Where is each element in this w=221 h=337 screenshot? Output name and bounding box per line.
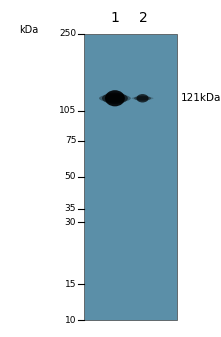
Bar	[84, 34, 177, 320]
Text: 105: 105	[59, 106, 76, 115]
Text: 250: 250	[59, 29, 76, 38]
Text: 35: 35	[65, 204, 76, 213]
Text: 30: 30	[65, 218, 76, 227]
Ellipse shape	[105, 90, 125, 106]
Text: 121kDa: 121kDa	[181, 93, 221, 103]
Ellipse shape	[134, 96, 151, 101]
Text: 15: 15	[65, 280, 76, 288]
Text: 1: 1	[110, 11, 119, 25]
Text: kDa: kDa	[19, 25, 38, 35]
Text: 50: 50	[65, 173, 76, 181]
Text: 75: 75	[65, 136, 76, 145]
Ellipse shape	[137, 94, 149, 102]
Ellipse shape	[102, 93, 128, 104]
Ellipse shape	[99, 94, 131, 102]
Ellipse shape	[132, 97, 154, 100]
Text: 2: 2	[139, 11, 148, 25]
Text: 10: 10	[65, 316, 76, 325]
